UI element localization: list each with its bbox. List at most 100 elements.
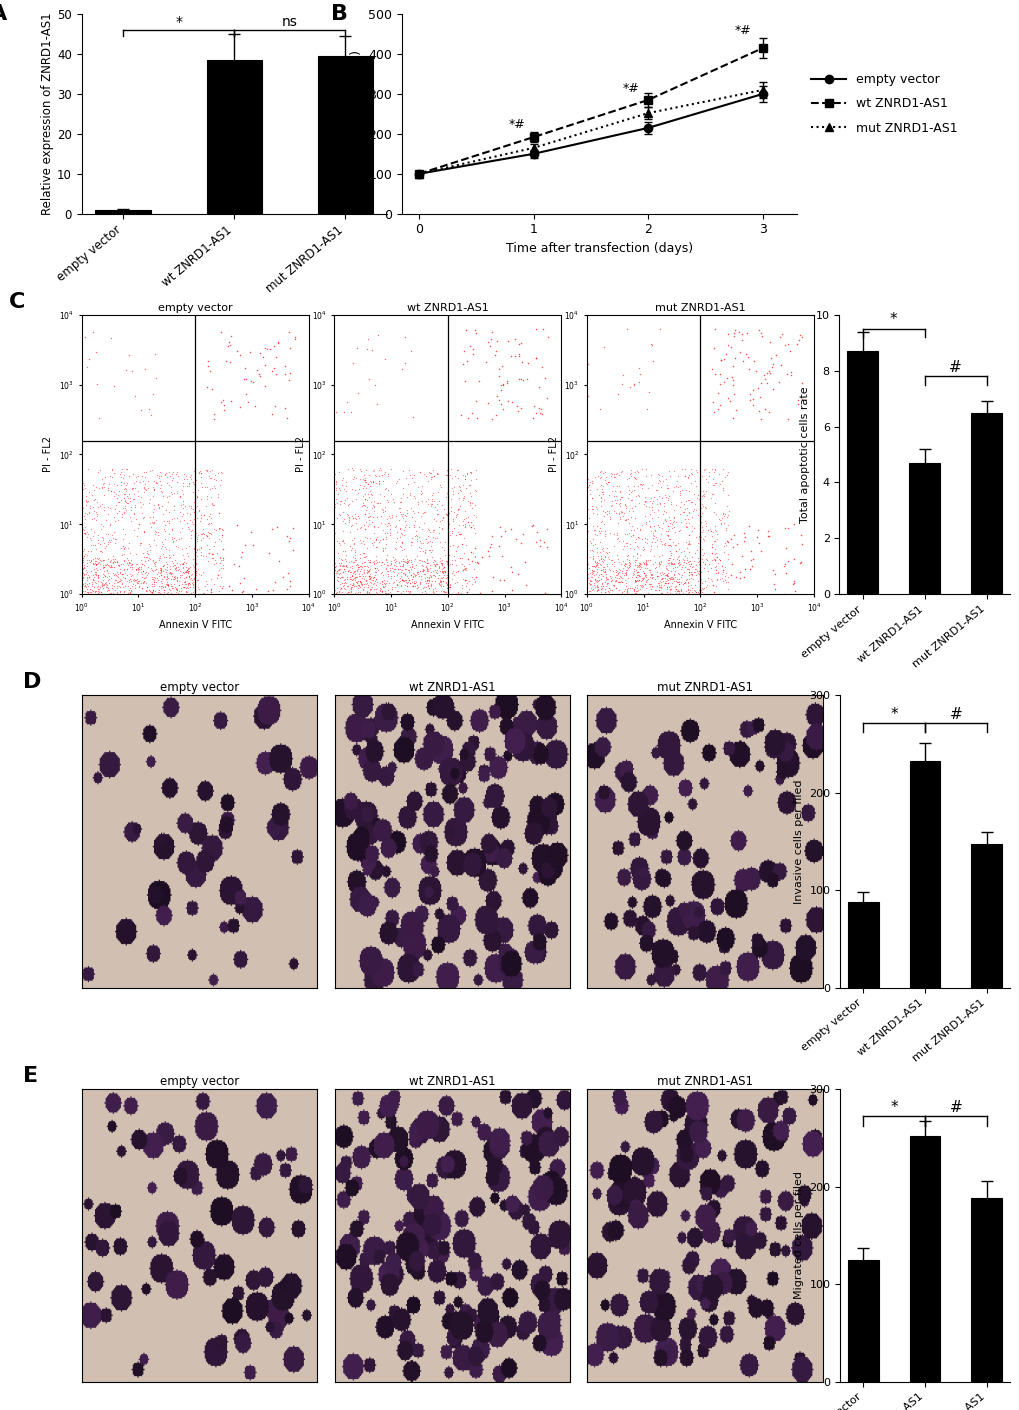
Point <box>153 575 169 598</box>
Point <box>87 546 103 568</box>
Point <box>395 550 412 572</box>
Point <box>150 493 166 516</box>
Point <box>457 568 473 591</box>
Point <box>613 550 630 572</box>
Point <box>610 567 627 589</box>
Point <box>621 467 637 489</box>
Point <box>424 520 440 543</box>
Point <box>740 357 756 379</box>
Point <box>415 550 431 572</box>
Point <box>707 472 723 495</box>
Point <box>644 565 660 588</box>
Point <box>661 578 678 601</box>
Point <box>117 536 133 558</box>
Point <box>457 534 473 557</box>
Point <box>177 551 194 574</box>
Point <box>376 582 392 605</box>
Point <box>482 533 498 556</box>
Y-axis label: PI - FL2: PI - FL2 <box>44 437 53 472</box>
Point <box>368 574 384 596</box>
Point <box>150 525 166 547</box>
Point <box>438 481 454 503</box>
Point <box>603 553 620 575</box>
Point <box>659 520 676 543</box>
Point <box>364 338 380 361</box>
Point <box>581 580 597 602</box>
Point <box>414 550 430 572</box>
Point <box>613 571 630 594</box>
Point <box>369 536 385 558</box>
Point <box>642 540 658 563</box>
Point <box>641 558 657 581</box>
Point <box>146 479 162 502</box>
Point <box>735 522 751 544</box>
Point <box>691 578 707 601</box>
Point <box>711 548 728 571</box>
Point <box>158 556 174 578</box>
Point <box>635 492 651 515</box>
Point <box>73 508 90 530</box>
Point <box>119 458 136 481</box>
Point <box>359 338 375 361</box>
Point <box>744 388 760 410</box>
Point <box>694 527 710 550</box>
Point <box>344 572 361 595</box>
Point <box>399 551 416 574</box>
Point <box>631 565 647 588</box>
Point <box>76 516 93 539</box>
Point <box>130 561 147 584</box>
Point <box>502 556 519 578</box>
Point <box>120 492 137 515</box>
Point <box>139 541 155 564</box>
Point <box>637 570 653 592</box>
Point <box>462 491 478 513</box>
Point <box>271 550 287 572</box>
Point <box>375 575 391 598</box>
Point <box>168 471 184 494</box>
Point <box>124 360 141 382</box>
Point <box>429 553 445 575</box>
Point <box>422 564 438 587</box>
Point <box>466 516 482 539</box>
Point <box>265 336 281 358</box>
Point <box>180 571 197 594</box>
Point <box>165 467 181 489</box>
Point <box>352 543 368 565</box>
Point <box>98 508 114 530</box>
Point <box>627 460 643 482</box>
Point <box>654 470 671 492</box>
Point <box>653 517 669 540</box>
Point <box>404 526 420 548</box>
Point <box>666 581 683 603</box>
Point <box>593 575 609 598</box>
Point <box>539 326 555 348</box>
Point <box>389 561 406 584</box>
Point <box>361 581 377 603</box>
Point <box>586 567 602 589</box>
Point <box>339 502 356 525</box>
Point <box>212 391 228 413</box>
Point <box>165 527 181 550</box>
Point <box>179 502 196 525</box>
Point <box>351 574 367 596</box>
Point <box>157 527 173 550</box>
Point <box>600 547 616 570</box>
Point <box>145 580 161 602</box>
Point <box>212 474 228 496</box>
Point <box>105 481 121 503</box>
Point <box>377 582 393 605</box>
Point <box>77 574 94 596</box>
Point <box>78 570 95 592</box>
Point <box>597 581 613 603</box>
Point <box>680 533 696 556</box>
Point <box>376 575 392 598</box>
Point <box>690 570 706 592</box>
Point <box>135 502 151 525</box>
Point <box>662 553 679 575</box>
Point <box>368 527 384 550</box>
Point <box>97 565 113 588</box>
Point <box>635 539 651 561</box>
Point <box>182 495 199 517</box>
Point <box>206 468 222 491</box>
Point <box>366 578 382 601</box>
